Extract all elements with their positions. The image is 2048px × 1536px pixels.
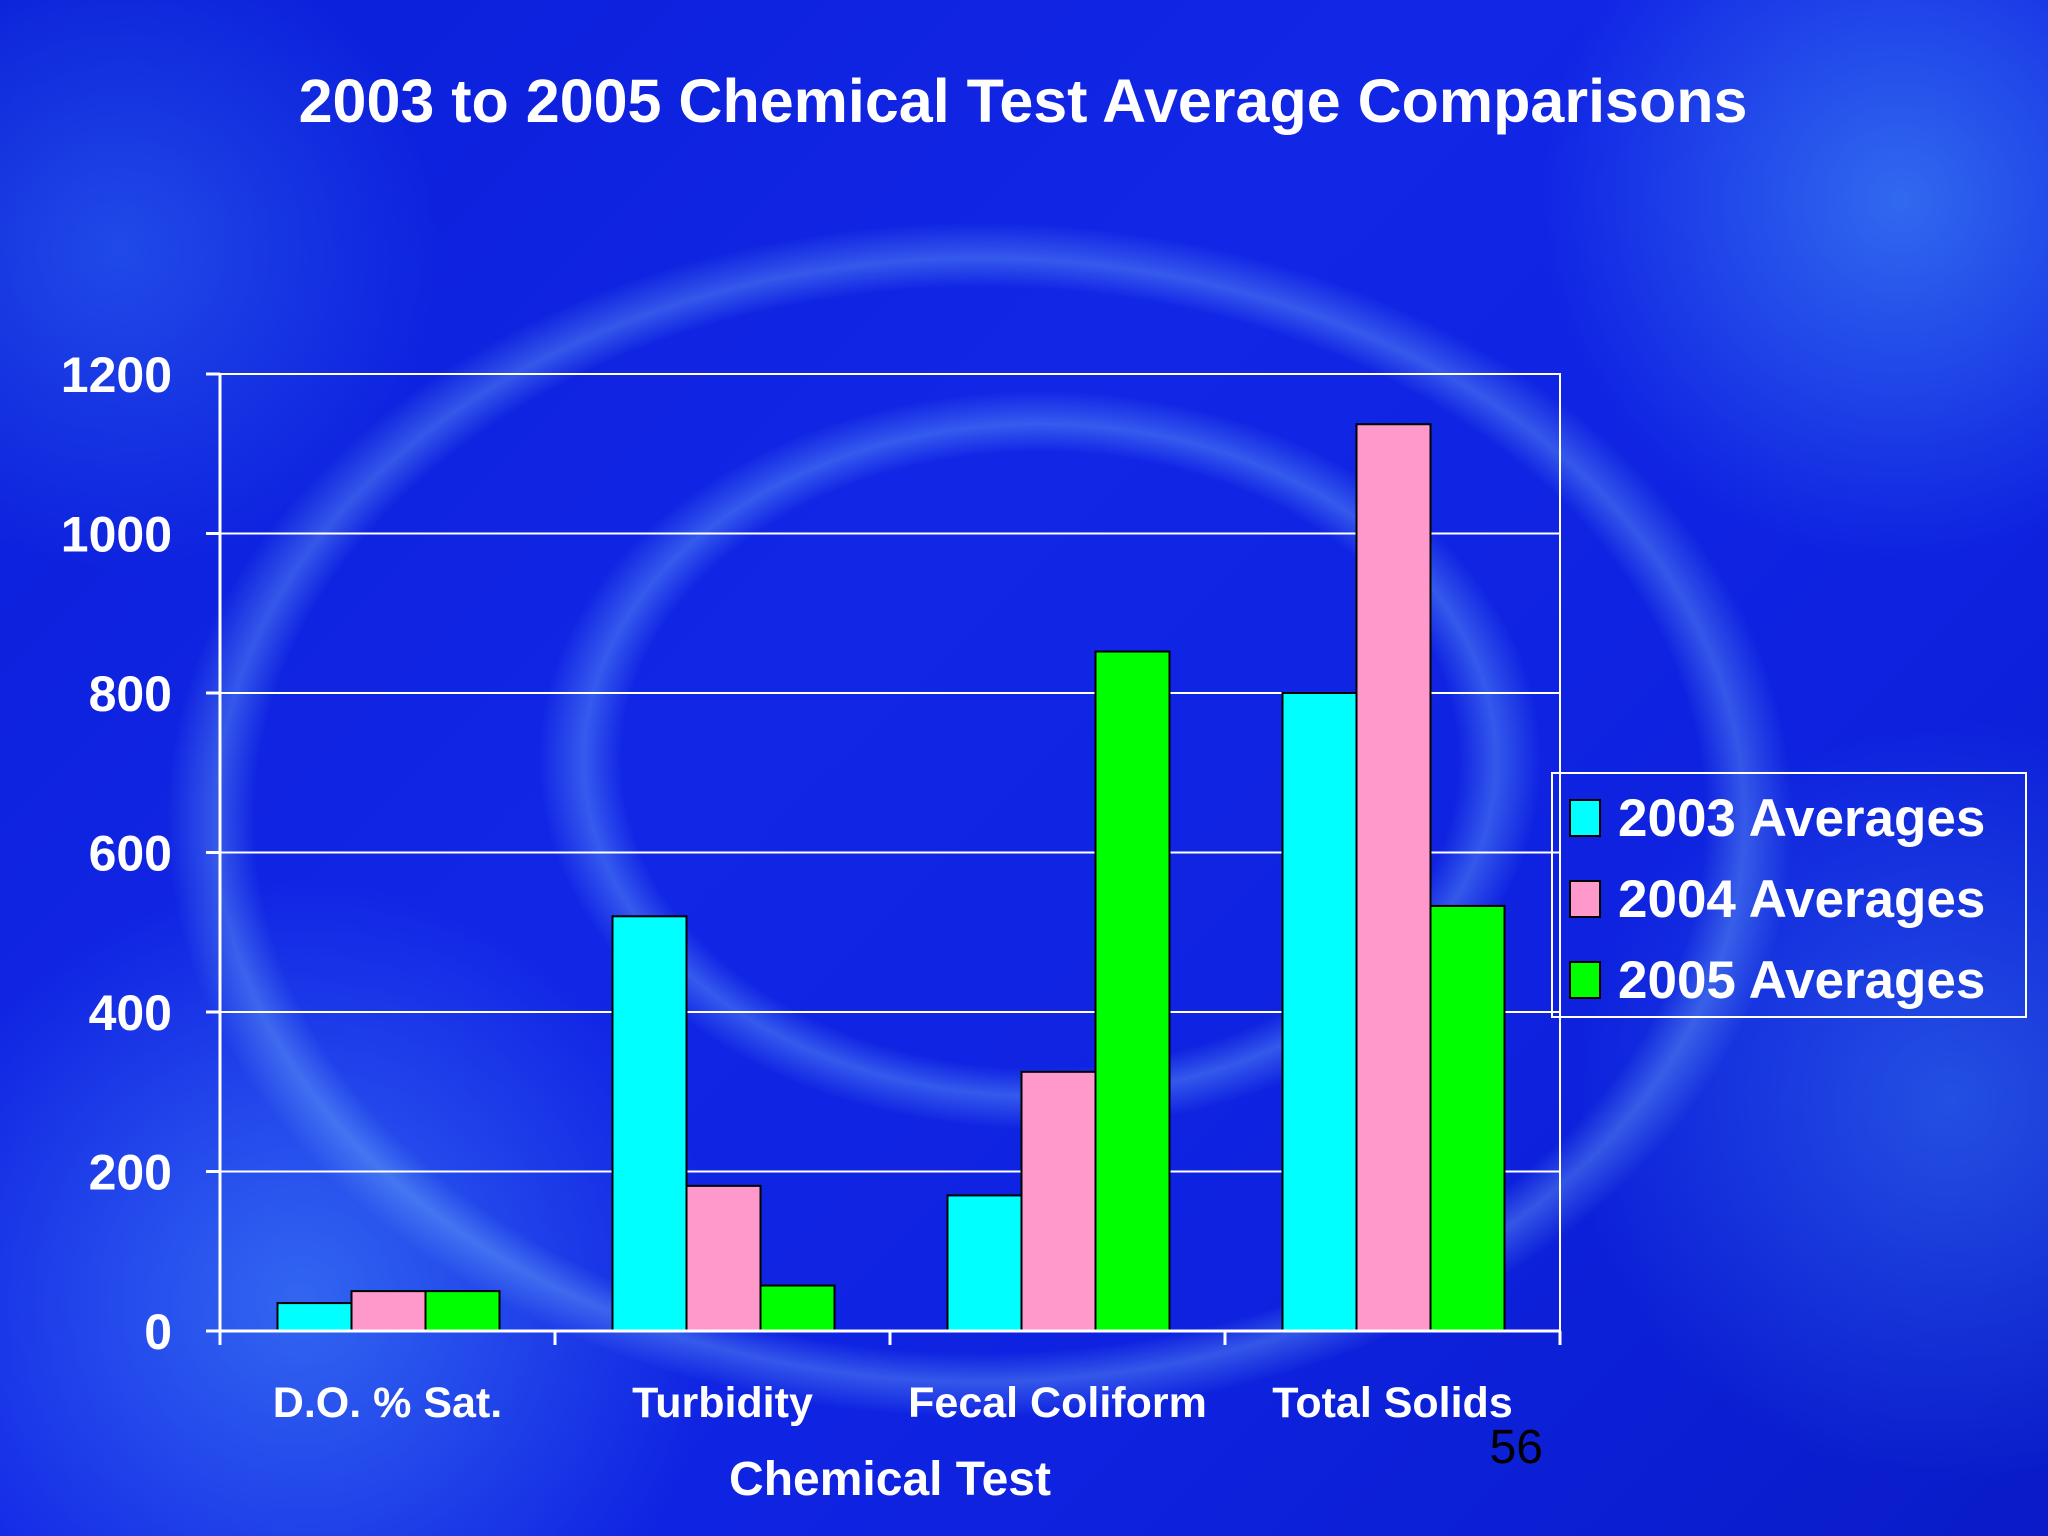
bar-2004-averages-turbidity xyxy=(685,1184,762,1332)
legend-box xyxy=(1551,772,2027,1018)
y-tick-label: 200 xyxy=(89,1145,172,1201)
x-axis-title: Chemical Test xyxy=(729,1453,1051,1506)
category-label: Total Solids xyxy=(1272,1379,1513,1427)
y-tick-label: 400 xyxy=(89,985,172,1041)
bar-2004-averages-d-o-sat- xyxy=(350,1290,427,1332)
legend-swatch xyxy=(1569,961,1601,999)
category-labels: D.O. % Sat. Turbidity Fecal Coliform Total … xyxy=(273,1379,1513,1427)
slide-number: 56 xyxy=(1490,1421,1543,1474)
legend: 2003 Averages 2004 Averages 2005 Averages xyxy=(1551,772,2027,1018)
y-tick-label: 0 xyxy=(144,1304,172,1360)
legend-label: 2005 Averages xyxy=(1618,951,1985,1010)
legend-label: 2003 Averages xyxy=(1618,789,1985,848)
bar-2004-averages-total-solids xyxy=(1355,423,1432,1332)
y-tick-label: 800 xyxy=(89,666,172,722)
bar-2005-averages-turbidity xyxy=(759,1284,836,1332)
y-tick-label: 1000 xyxy=(61,507,172,563)
bar-2005-averages-total-solids xyxy=(1429,904,1506,1332)
bar-2005-averages-fecal-coliform xyxy=(1094,650,1171,1332)
bar-2003-averages-turbidity xyxy=(611,915,688,1332)
bars xyxy=(276,423,1506,1333)
bar-2003-averages-d-o-sat- xyxy=(276,1302,353,1333)
legend-swatch xyxy=(1569,799,1601,837)
bar-2003-averages-fecal-coliform xyxy=(946,1194,1023,1333)
chart-title: 2003 to 2005 Chemical Test Average Compa… xyxy=(299,67,1748,135)
bar-2005-averages-d-o-sat- xyxy=(424,1290,501,1332)
category-label: Fecal Coliform xyxy=(908,1379,1207,1427)
bar-2003-averages-total-solids xyxy=(1281,692,1358,1332)
legend-swatch xyxy=(1569,880,1601,918)
y-tick-label: 1200 xyxy=(61,347,172,403)
y-axis-ticks: 0 200 400 600 800 1000 1200 xyxy=(61,347,220,1360)
category-label: D.O. % Sat. xyxy=(273,1379,502,1427)
x-axis-ticks xyxy=(218,1331,1562,1345)
bar-2004-averages-fecal-coliform xyxy=(1020,1070,1097,1332)
y-tick-label: 600 xyxy=(89,826,172,882)
category-label: Turbidity xyxy=(632,1379,813,1427)
legend-label: 2004 Averages xyxy=(1618,870,1985,929)
